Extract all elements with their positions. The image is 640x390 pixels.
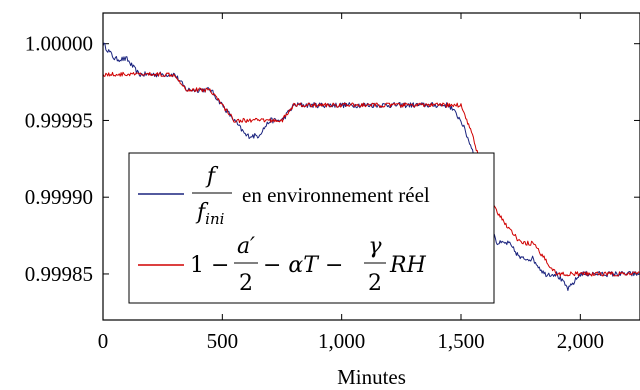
legend: f fini en environnement réel 1 − a′ 2 − … (128, 152, 495, 304)
legend-model-frac1-num: a′ (237, 234, 255, 259)
legend-model-part1: 1 − (190, 253, 229, 278)
legend-model-frac2-num: γ (368, 234, 382, 259)
x-tick-label: 1,000 (318, 329, 365, 353)
y-tick-label: 1.00000 (25, 32, 93, 56)
legend-entry-model: 1 − a′ 2 − αT − γ 2 RH (138, 234, 427, 296)
y-tick-label: 0.99985 (25, 262, 93, 286)
x-tick-label: 2,000 (557, 329, 604, 353)
plot-frame (102, 12, 640, 321)
y-tick-label: 0.99990 (25, 185, 93, 209)
x-tick-label: 1,500 (437, 329, 484, 353)
x-tick-labels: 0 500 1,000 1,500 2,000 (98, 329, 604, 353)
legend-box (128, 152, 495, 304)
legend-model-part2: − αT − (263, 253, 343, 278)
legend-denominator-sub: ini (205, 210, 224, 228)
y-tick-labels: 0.99985 0.99990 0.99995 1.00000 (25, 32, 93, 286)
y-tick-label: 0.99995 (25, 108, 93, 132)
x-axis-label: Minutes (337, 365, 406, 389)
legend-model-frac1-den: 2 (239, 271, 253, 296)
legend-label-measured: en environnement réel (242, 183, 430, 207)
series-line-model (102, 71, 640, 277)
x-tick-label: 0 (98, 329, 109, 353)
legend-model-frac2-den: 2 (368, 271, 382, 296)
x-tick-label: 500 (207, 329, 239, 353)
series-lines (102, 42, 640, 291)
legend-model-part3: RH (389, 253, 427, 278)
